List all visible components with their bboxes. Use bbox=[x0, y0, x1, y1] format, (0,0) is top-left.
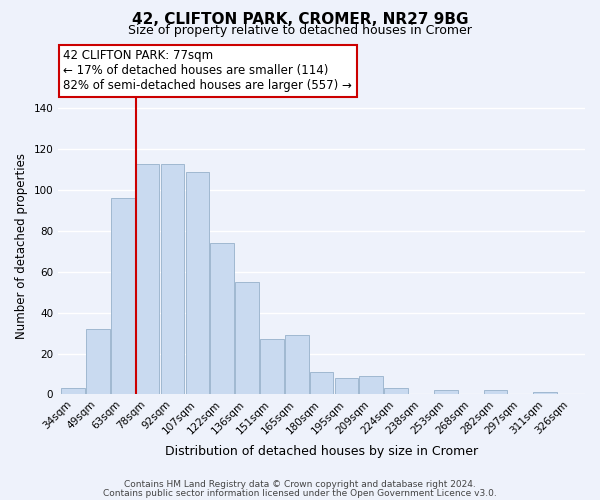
Bar bbox=[61, 388, 85, 394]
X-axis label: Distribution of detached houses by size in Cromer: Distribution of detached houses by size … bbox=[165, 444, 478, 458]
Bar bbox=[484, 390, 508, 394]
Bar bbox=[235, 282, 259, 395]
Bar bbox=[211, 244, 234, 394]
Bar bbox=[86, 329, 110, 394]
Bar bbox=[260, 340, 284, 394]
Bar bbox=[434, 390, 458, 394]
Y-axis label: Number of detached properties: Number of detached properties bbox=[15, 154, 28, 340]
Bar bbox=[161, 164, 184, 394]
Text: Contains HM Land Registry data © Crown copyright and database right 2024.: Contains HM Land Registry data © Crown c… bbox=[124, 480, 476, 489]
Bar bbox=[335, 378, 358, 394]
Text: 42, CLIFTON PARK, CROMER, NR27 9BG: 42, CLIFTON PARK, CROMER, NR27 9BG bbox=[132, 12, 468, 28]
Text: Size of property relative to detached houses in Cromer: Size of property relative to detached ho… bbox=[128, 24, 472, 37]
Bar bbox=[533, 392, 557, 394]
Bar bbox=[310, 372, 334, 394]
Bar bbox=[285, 335, 308, 394]
Text: Contains public sector information licensed under the Open Government Licence v3: Contains public sector information licen… bbox=[103, 488, 497, 498]
Bar bbox=[359, 376, 383, 394]
Bar bbox=[185, 172, 209, 394]
Text: 42 CLIFTON PARK: 77sqm
← 17% of detached houses are smaller (114)
82% of semi-de: 42 CLIFTON PARK: 77sqm ← 17% of detached… bbox=[64, 50, 352, 92]
Bar bbox=[136, 164, 160, 394]
Bar bbox=[111, 198, 134, 394]
Bar bbox=[385, 388, 408, 394]
